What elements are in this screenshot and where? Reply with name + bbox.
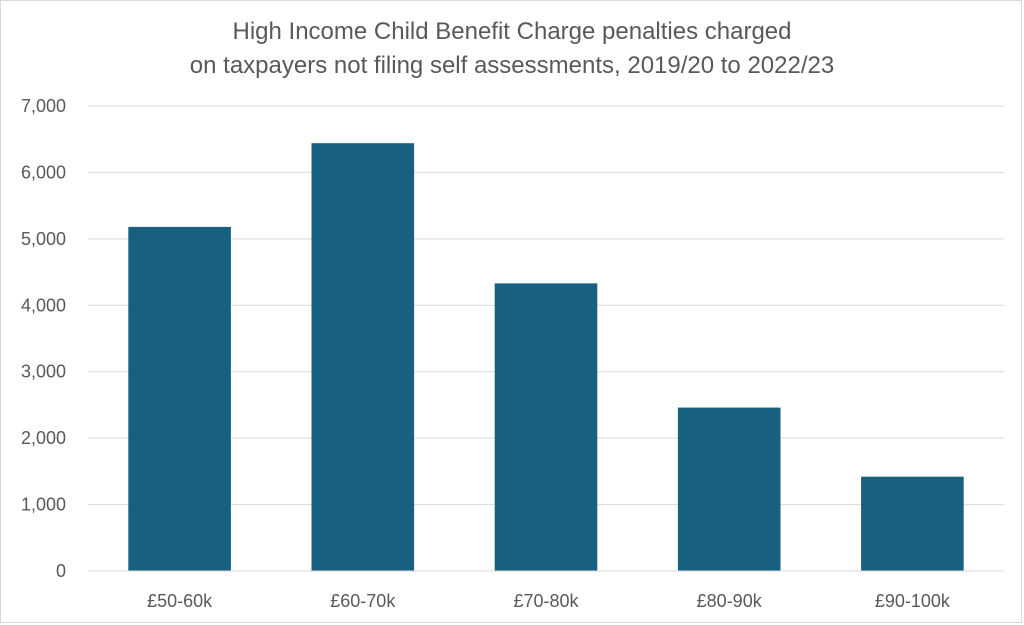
y-tick-label: 4,000 bbox=[21, 295, 66, 315]
x-tick-label: £60-70k bbox=[330, 591, 396, 611]
y-tick-label: 0 bbox=[56, 561, 66, 581]
y-tick-label: 6,000 bbox=[21, 162, 66, 182]
y-tick-label: 3,000 bbox=[21, 362, 66, 382]
x-tick-label: £90-100k bbox=[875, 591, 951, 611]
x-tick-label: £70-80k bbox=[513, 591, 579, 611]
bar bbox=[861, 476, 964, 571]
bar bbox=[494, 283, 598, 571]
y-tick-label: 1,000 bbox=[21, 495, 66, 515]
bar bbox=[677, 407, 781, 571]
axes: 0 1,000 2,000 3,000 4,000 5,000 6,000 7,000 £50-… bbox=[21, 96, 1004, 611]
bar bbox=[311, 143, 415, 571]
chart-title-line-2: on taxpayers not filing self assessments… bbox=[189, 52, 835, 79]
y-tick-label: 7,000 bbox=[21, 96, 66, 116]
chart-title-line-1: High Income Child Benefit Charge penalti… bbox=[232, 18, 792, 45]
y-tick-label: 5,000 bbox=[21, 229, 66, 249]
bar bbox=[128, 226, 231, 571]
x-tick-label: £50-60k bbox=[147, 591, 213, 611]
chart-title: High Income Child Benefit Charge penalti… bbox=[1, 15, 1023, 83]
y-tick-label: 2,000 bbox=[21, 428, 66, 448]
x-tick-label: £80-90k bbox=[697, 591, 763, 611]
bars bbox=[128, 143, 964, 571]
